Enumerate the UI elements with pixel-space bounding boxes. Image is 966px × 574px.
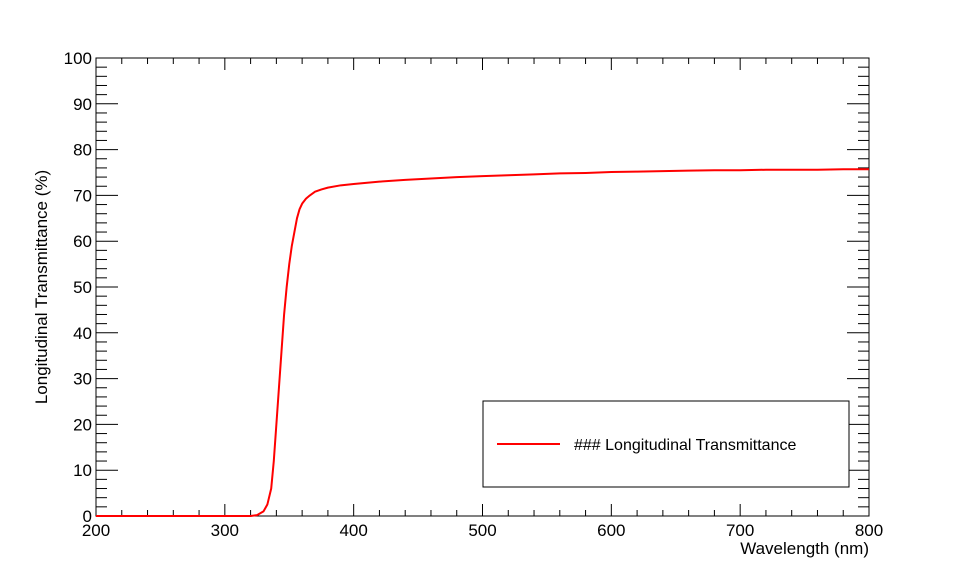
- x-tick-label: 700: [726, 521, 754, 540]
- legend-label: ### Longitudinal Transmittance: [574, 437, 796, 454]
- y-tick-label: 50: [73, 278, 92, 297]
- y-tick-label: 90: [73, 95, 92, 114]
- x-tick-label: 200: [82, 521, 110, 540]
- y-tick-labels: 0 10 20 30 40 50 60 70 80 90 100: [64, 49, 92, 526]
- x-tick-label: 400: [339, 521, 367, 540]
- x-tick-label: 600: [597, 521, 625, 540]
- x-tick-label: 500: [468, 521, 496, 540]
- y-axis-title: Longitudinal Transmittance (%): [32, 170, 51, 404]
- y-tick-label: 80: [73, 141, 92, 160]
- x-axis-title: Wavelength (nm): [740, 539, 869, 558]
- y-tick-label: 60: [73, 232, 92, 251]
- x-tick-label: 800: [855, 521, 883, 540]
- series-layer: [96, 168, 869, 517]
- y-tick-label: 30: [73, 370, 92, 389]
- series-line: [96, 168, 869, 517]
- y-tick-label: 100: [64, 49, 92, 68]
- legend: ### Longitudinal Transmittance: [482, 400, 850, 488]
- y-tick-label: 10: [73, 461, 92, 480]
- y-tick-label: 70: [73, 186, 92, 205]
- x-tick-labels: 200 300 400 500 600 700 800: [82, 521, 883, 540]
- y-tick-label: 20: [73, 415, 92, 434]
- axis-ticks: [95, 57, 870, 517]
- x-tick-label: 300: [211, 521, 239, 540]
- y-tick-label: 0: [83, 507, 92, 526]
- y-tick-label: 40: [73, 324, 92, 343]
